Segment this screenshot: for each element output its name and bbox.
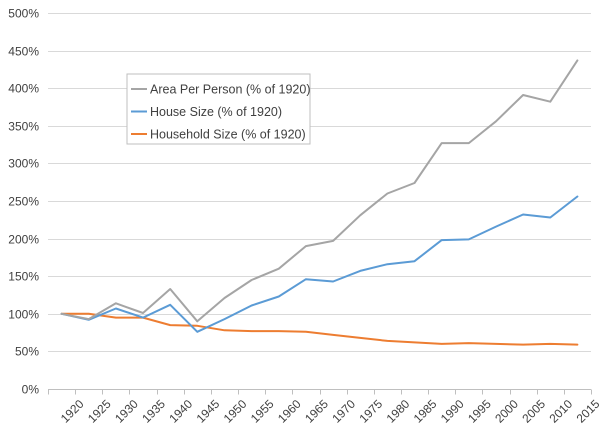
x-tick-label: 1960 [275,397,304,426]
x-tick-label: 1990 [438,397,467,426]
legend-label: Area Per Person (% of 1920) [150,83,311,97]
y-tick-label: 50% [15,345,39,359]
x-tick-label: 1995 [465,397,494,426]
x-tick-label: 1985 [411,397,440,426]
legend: Area Per Person (% of 1920) House Size (%… [126,73,311,145]
x-tick-label: 2010 [546,397,575,426]
y-tick-label: 0% [22,383,40,397]
x-tick-label: 1950 [221,397,250,426]
x-tick-label: 1980 [384,397,413,426]
x-tick-label: 1925 [85,397,114,426]
x-tick-label: 1935 [139,397,168,426]
series-lines [60,59,579,346]
series-line-1 [60,59,579,323]
series-line-3 [60,312,579,346]
y-tick-label: 200% [8,233,39,247]
legend-label: House Size (% of 1920) [150,105,282,119]
y-tick-label: 450% [8,45,39,59]
x-tick-label: 2015 [574,397,600,426]
y-axis: 0% 50% 100% 150% 200% 250% 300% 350% 400% 450% 500… [8,7,39,397]
y-tick-label: 250% [8,195,39,209]
y-tick-label: 400% [8,82,39,96]
legend-label: Household Size (% of 1920) [150,128,306,142]
x-tick-label: 1975 [356,397,385,426]
x-tick-label: 1955 [248,397,277,426]
y-tick-label: 350% [8,120,39,134]
x-axis: 1920192519301935194019451950195519601965… [48,389,600,426]
x-tick-label: 2005 [519,397,548,426]
x-tick-label: 1930 [112,397,141,426]
y-tick-label: 150% [8,270,39,284]
y-tick-label: 300% [8,157,39,171]
gridlines [48,13,591,352]
y-tick-label: 500% [8,7,39,21]
series-line-2 [60,195,579,333]
legend-box [126,73,311,145]
x-tick-label: 1970 [329,397,358,426]
x-tick-label: 1965 [302,397,331,426]
x-tick-label: 1945 [194,397,223,426]
x-tick-label: 2000 [492,397,521,426]
x-tick-label: 1940 [166,397,195,426]
x-tick-label: 1920 [58,397,87,426]
y-tick-label: 100% [8,308,39,322]
